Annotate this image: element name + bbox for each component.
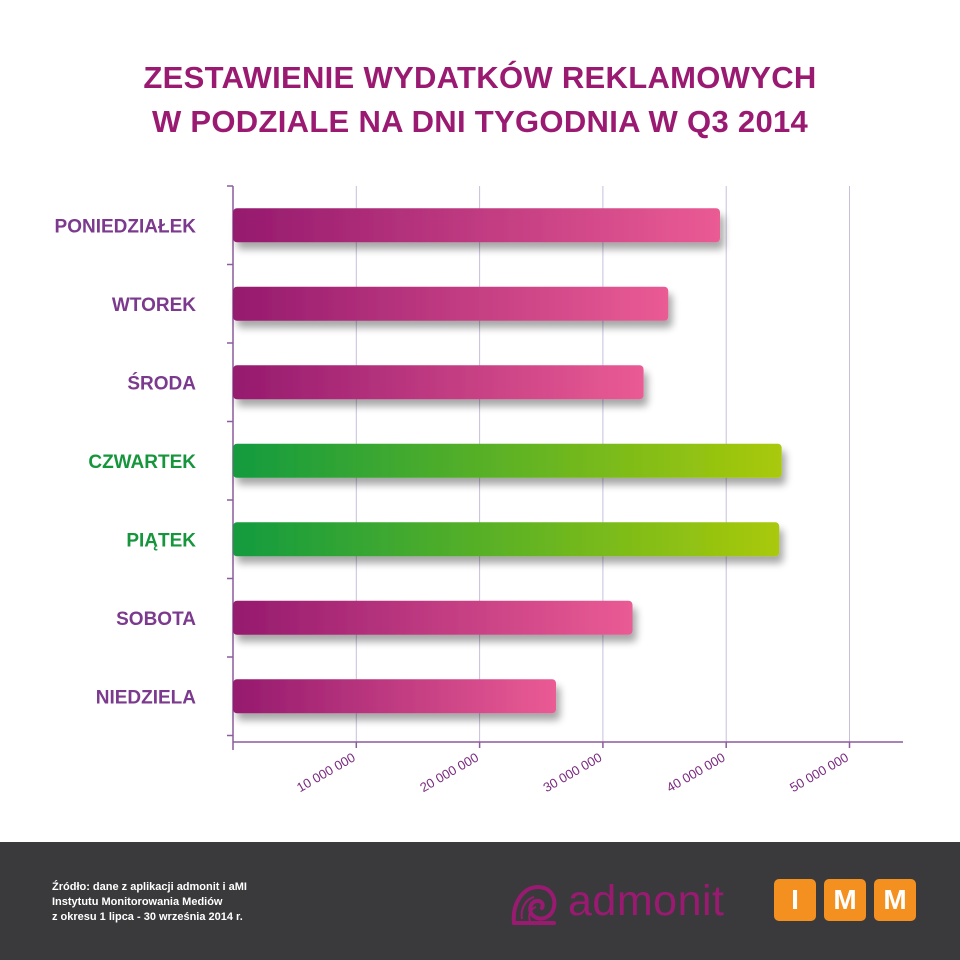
bar-6	[233, 600, 633, 635]
source-line-1: Źródło: dane z aplikacji admonit i aMI	[52, 881, 247, 893]
chart-title: ZESTAWIENIE WYDATKÓW REKLAMOWYCH W PODZI…	[0, 56, 960, 144]
category-label-1: PONIEDZIAŁEK	[55, 216, 197, 237]
admonit-logo: admonit	[508, 877, 748, 927]
bar-7	[233, 679, 557, 714]
category-label-5: PIĄTEK	[126, 530, 196, 551]
x-tick-label-5: 50 000 000	[787, 750, 851, 796]
category-label-3: ŚRODA	[127, 372, 196, 394]
bar-1	[233, 208, 721, 243]
bar-2	[233, 286, 669, 321]
imm-logo: I M M	[774, 879, 916, 921]
category-label-7: NIEDZIELA	[96, 687, 197, 708]
source-note: Źródło: dane z aplikacji admonit i aMI I…	[52, 880, 247, 925]
x-tick-label-4: 40 000 000	[664, 750, 728, 796]
bar-chart: PONIEDZIAŁEK WTOREK ŚRODA CZWARTEK PIĄTEK SOB…	[55, 185, 903, 796]
chart-title-line-1: ZESTAWIENIE WYDATKÓW REKLAMOWYCH	[143, 60, 817, 95]
chart-title-line-2: W PODZIALE NA DNI TYGODNIA W Q3 2014	[151, 104, 809, 139]
imm-letter-m2: M	[874, 879, 916, 921]
category-label-6: SOBOTA	[116, 609, 196, 630]
bar-5	[233, 522, 780, 557]
x-tick-label-1: 10 000 000	[294, 750, 358, 796]
imm-letter-m1: M	[824, 879, 866, 921]
admonit-wordmark: admonit	[568, 877, 725, 925]
bar-3	[233, 365, 644, 400]
source-line-3: z okresu 1 lipca - 30 września 2014 r.	[52, 911, 243, 923]
source-line-2: Instytutu Monitorowania Mediów	[52, 896, 223, 908]
category-label-4: CZWARTEK	[88, 452, 196, 473]
x-tick-label-2: 20 000 000	[417, 750, 481, 796]
bar-4	[233, 443, 782, 478]
imm-letter-i: I	[774, 879, 816, 921]
x-tick-label-3: 30 000 000	[541, 750, 605, 796]
category-label-2: WTOREK	[112, 295, 196, 316]
spiral-shell-icon	[511, 884, 557, 925]
